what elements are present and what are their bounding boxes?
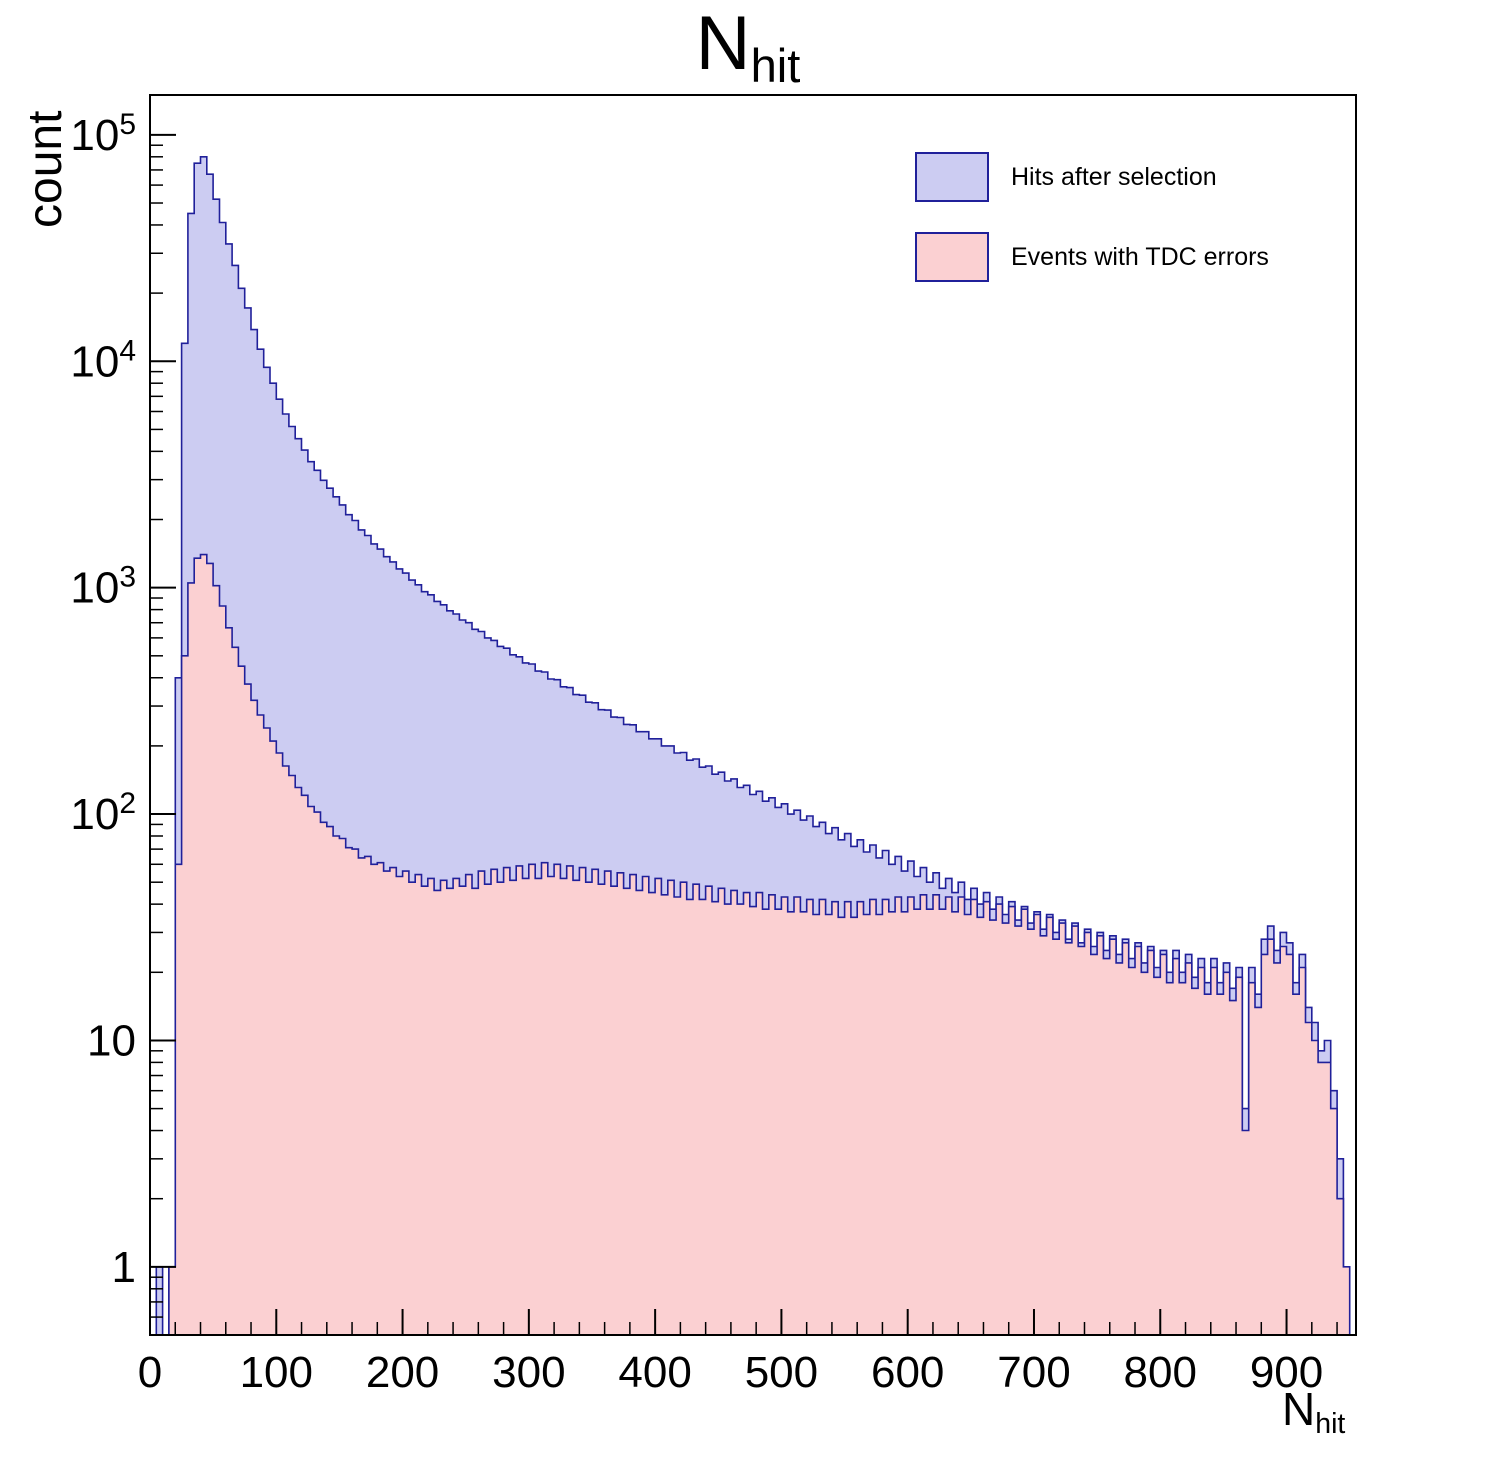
chart-title-sub: hit (750, 39, 801, 93)
y-tick-label: 10 (87, 1016, 136, 1065)
legend-label: Events with TDC errors (1011, 242, 1269, 271)
legend-item-events-with-tdc-errors: Events with TDC errors (915, 232, 1269, 282)
x-tick-label: 800 (1124, 1348, 1197, 1397)
x-tick-label: 500 (745, 1348, 818, 1397)
y-tick-label: 1 (112, 1243, 136, 1292)
series-events-with-tdc-errors (150, 553, 1351, 1336)
x-tick-label: 600 (871, 1348, 944, 1397)
x-tick-label: 900 (1250, 1348, 1323, 1397)
plot-frame (149, 94, 1357, 1336)
legend-swatch-hits-after-selection (915, 152, 989, 202)
y-tick-label: 105 (70, 107, 136, 160)
y-tick-label: 102 (70, 787, 136, 840)
x-tick-label: 200 (366, 1348, 439, 1397)
x-axis-title: Nhit (1282, 1382, 1345, 1441)
y-axis-title: count (19, 110, 72, 228)
chart-title-base: N (695, 1, 751, 86)
legend-swatch-events-with-tdc-errors (915, 232, 989, 282)
chart-title: Nhit (0, 6, 1496, 93)
x-tick-label: 400 (618, 1348, 691, 1397)
legend-item-hits-after-selection: Hits after selection (915, 152, 1269, 202)
x-axis-title-sub: hit (1315, 1407, 1346, 1440)
x-tick-label: 700 (997, 1348, 1070, 1397)
legend: Hits after selection Events with TDC err… (915, 152, 1269, 282)
legend-label: Hits after selection (1011, 162, 1217, 191)
x-tick-label: 100 (240, 1348, 313, 1397)
y-tick-label: 103 (70, 560, 136, 613)
y-tick-label: 104 (70, 334, 136, 387)
axis-tick-labels: 0 100 200 300 400 500 600 700 800 900 1 10 102 103 104… (70, 107, 1323, 1397)
x-axis-title-base: N (1282, 1383, 1316, 1435)
x-tick-label: 300 (492, 1348, 565, 1397)
x-tick-label: 0 (138, 1348, 162, 1397)
axis-ticks (149, 133, 1338, 1335)
